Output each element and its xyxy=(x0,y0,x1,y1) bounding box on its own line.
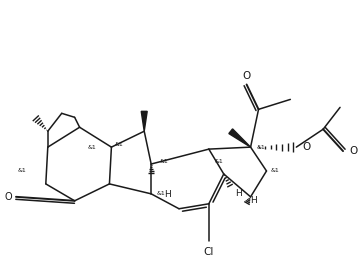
Text: &1: &1 xyxy=(257,145,265,150)
Text: &1: &1 xyxy=(88,145,96,150)
Text: &1: &1 xyxy=(115,142,124,147)
Text: &1: &1 xyxy=(159,159,168,163)
Text: O: O xyxy=(349,146,357,156)
Text: O: O xyxy=(302,142,310,152)
Text: O: O xyxy=(4,192,12,202)
Text: &1: &1 xyxy=(18,169,26,174)
Text: O: O xyxy=(242,70,251,81)
Text: &1: &1 xyxy=(270,169,279,174)
Text: H: H xyxy=(164,190,170,199)
Text: Cl: Cl xyxy=(204,247,214,256)
Text: &1: &1 xyxy=(157,191,165,196)
Text: H: H xyxy=(235,189,242,198)
Polygon shape xyxy=(141,111,147,131)
Text: &1: &1 xyxy=(214,159,223,163)
Polygon shape xyxy=(229,129,251,147)
Text: H: H xyxy=(250,196,257,205)
